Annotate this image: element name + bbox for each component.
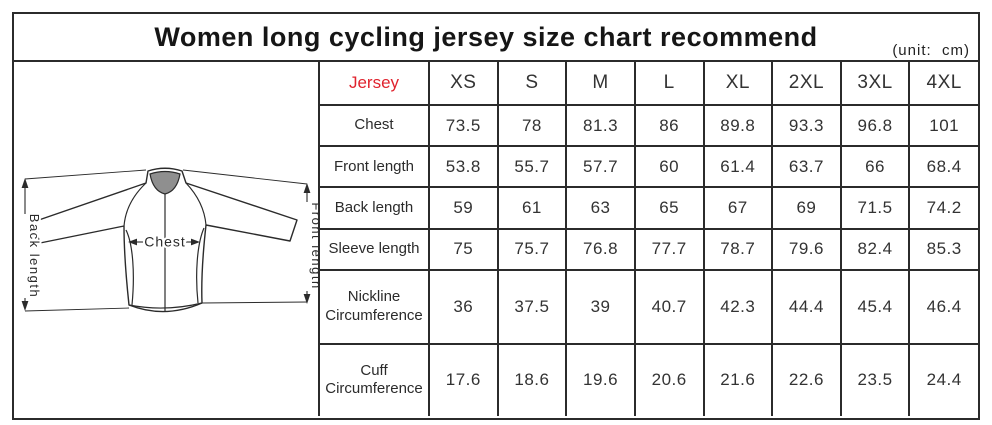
size-column-header: L bbox=[633, 60, 705, 107]
size-table-pane: Jersey XS S M L XL 2XL 3XL 4XL Chest 73.5 78 81.3 86 8… bbox=[319, 60, 979, 418]
table-row: Chest 73.5 78 81.3 86 89.8 93.3 96.8 101 bbox=[319, 104, 979, 148]
back-length-label: Back length bbox=[27, 214, 42, 298]
table-row: Cuff Circumference 17.6 18.6 19.6 20.6 21.6 22… bbox=[319, 342, 979, 418]
row-label-cell: Cuff Circumference bbox=[319, 342, 430, 418]
collar-inner bbox=[149, 170, 181, 195]
size-column-header: 2XL bbox=[771, 60, 842, 107]
value-cell: 55.7 bbox=[496, 145, 568, 189]
value-cell: 77.7 bbox=[633, 227, 705, 271]
size-column-header: S bbox=[496, 60, 568, 107]
title-bar: Women long cycling jersey size chart rec… bbox=[14, 14, 978, 62]
size-table: Jersey XS S M L XL 2XL 3XL 4XL Chest 73.5 78 81.3 86 8… bbox=[319, 60, 979, 418]
row-label-cell: Sleeve length bbox=[319, 227, 430, 271]
value-cell: 75 bbox=[428, 227, 499, 271]
table-row: Back length 59 61 63 65 67 69 71.5 74.2 bbox=[319, 186, 979, 230]
value-cell: 61.4 bbox=[702, 145, 774, 189]
value-cell: 37.5 bbox=[496, 268, 568, 345]
unit-label: (unit: cm) bbox=[892, 42, 970, 59]
value-cell: 78 bbox=[496, 104, 568, 148]
value-cell: 81.3 bbox=[565, 104, 636, 148]
front-length-label: Front length bbox=[309, 202, 318, 289]
value-cell: 22.6 bbox=[771, 342, 842, 418]
size-column-header: XL bbox=[702, 60, 774, 107]
value-cell: 78.7 bbox=[702, 227, 774, 271]
value-cell: 60 bbox=[633, 145, 705, 189]
value-cell: 79.6 bbox=[771, 227, 842, 271]
value-cell: 53.8 bbox=[428, 145, 499, 189]
value-cell: 74.2 bbox=[908, 186, 979, 230]
value-cell: 20.6 bbox=[633, 342, 705, 418]
value-cell: 23.5 bbox=[839, 342, 911, 418]
size-column-header: XS bbox=[428, 60, 499, 107]
value-cell: 40.7 bbox=[633, 268, 705, 345]
extension-lines bbox=[24, 169, 308, 312]
value-cell: 96.8 bbox=[839, 104, 911, 148]
value-cell: 18.6 bbox=[496, 342, 568, 418]
value-cell: 63 bbox=[565, 186, 636, 230]
front-length-arrow bbox=[303, 183, 311, 304]
row-label-cell: Chest bbox=[319, 104, 430, 148]
value-cell: 39 bbox=[565, 268, 636, 345]
value-cell: 89.8 bbox=[702, 104, 774, 148]
row-label-cell: Nickline Circumference bbox=[319, 268, 430, 345]
value-cell: 66 bbox=[839, 145, 911, 189]
header-row: Jersey XS S M L XL 2XL 3XL 4XL bbox=[319, 60, 979, 107]
jersey-seams bbox=[123, 182, 207, 312]
value-cell: 44.4 bbox=[771, 268, 842, 345]
value-cell: 71.5 bbox=[839, 186, 911, 230]
size-table-body: Jersey XS S M L XL 2XL 3XL 4XL Chest 73.5 78 81.3 86 8… bbox=[319, 60, 979, 418]
row-label-cell: Back length bbox=[319, 186, 430, 230]
value-cell: 85.3 bbox=[908, 227, 979, 271]
chest-label: Chest bbox=[144, 234, 186, 250]
value-cell: 73.5 bbox=[428, 104, 499, 148]
value-cell: 68.4 bbox=[908, 145, 979, 189]
value-cell: 76.8 bbox=[565, 227, 636, 271]
value-cell: 17.6 bbox=[428, 342, 499, 418]
table-row: Sleeve length 75 75.7 76.8 77.7 78.7 79.6 82.4 8… bbox=[319, 227, 979, 271]
value-cell: 63.7 bbox=[771, 145, 842, 189]
value-cell: 75.7 bbox=[496, 227, 568, 271]
value-cell: 101 bbox=[908, 104, 979, 148]
row-label-cell: Front length bbox=[319, 145, 430, 189]
value-cell: 45.4 bbox=[839, 268, 911, 345]
page-title: Women long cycling jersey size chart rec… bbox=[154, 21, 818, 52]
value-cell: 36 bbox=[428, 268, 499, 345]
value-cell: 69 bbox=[771, 186, 842, 230]
value-cell: 19.6 bbox=[565, 342, 636, 418]
table-row: Front length 53.8 55.7 57.7 60 61.4 63.7 66 68.4 bbox=[319, 145, 979, 189]
size-column-header: M bbox=[565, 60, 636, 107]
size-column-header: 4XL bbox=[908, 60, 979, 107]
value-cell: 67 bbox=[702, 186, 774, 230]
value-cell: 59 bbox=[428, 186, 499, 230]
value-cell: 57.7 bbox=[565, 145, 636, 189]
value-cell: 46.4 bbox=[908, 268, 979, 345]
back-length-arrow bbox=[21, 178, 29, 311]
size-column-header: 3XL bbox=[839, 60, 911, 107]
value-cell: 42.3 bbox=[702, 268, 774, 345]
jersey-diagram-pane: Back length Front length Chest bbox=[14, 62, 326, 416]
value-cell: 93.3 bbox=[771, 104, 842, 148]
jersey-header-cell: Jersey bbox=[319, 60, 430, 107]
content-area: Back length Front length Chest bbox=[14, 60, 979, 418]
value-cell: 65 bbox=[633, 186, 705, 230]
chart-frame: Women long cycling jersey size chart rec… bbox=[12, 12, 980, 420]
value-cell: 21.6 bbox=[702, 342, 774, 418]
value-cell: 61 bbox=[496, 186, 568, 230]
value-cell: 24.4 bbox=[908, 342, 979, 418]
jersey-diagram: Back length Front length Chest bbox=[21, 167, 326, 313]
value-cell: 82.4 bbox=[839, 227, 911, 271]
table-row: Nickline Circumference 36 37.5 39 40.7 42.3 44… bbox=[319, 268, 979, 345]
chest-arrow bbox=[128, 238, 200, 246]
value-cell: 86 bbox=[633, 104, 705, 148]
